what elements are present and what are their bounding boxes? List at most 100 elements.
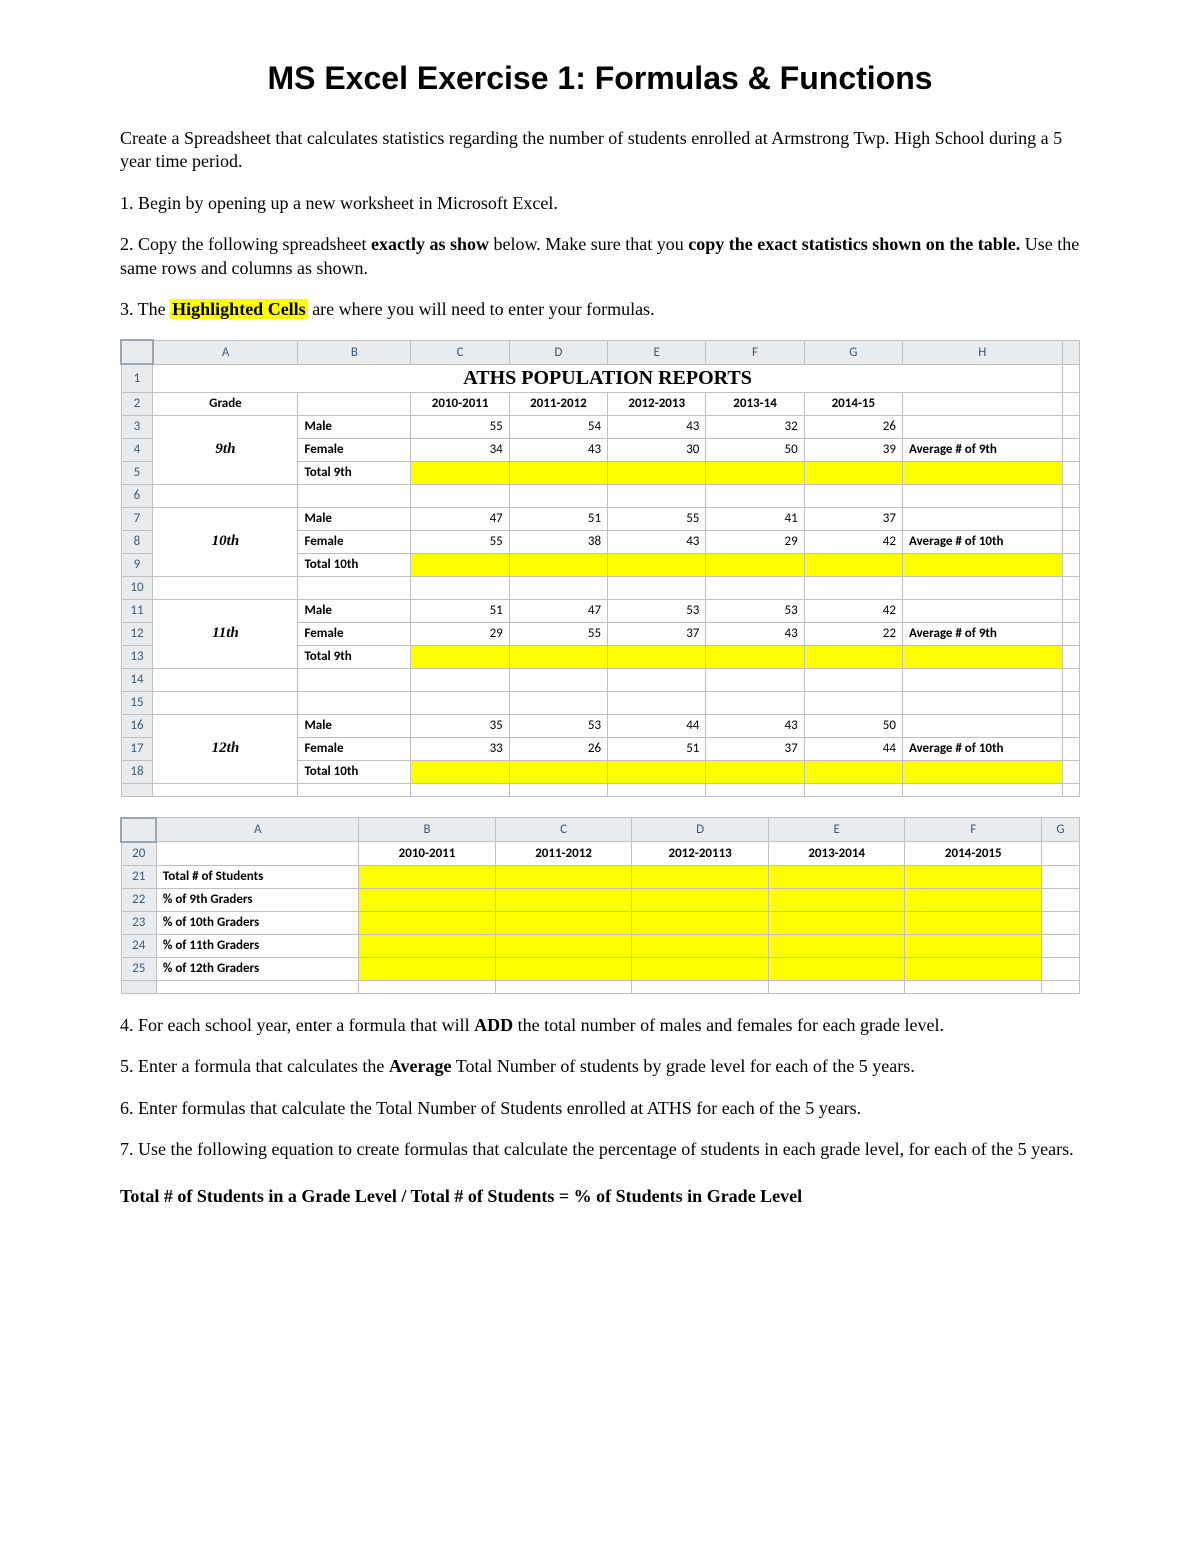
- formula-cell[interactable]: [509, 553, 607, 576]
- formula-cell[interactable]: [902, 553, 1062, 576]
- cell[interactable]: 54: [509, 415, 607, 438]
- cell[interactable]: 29: [706, 530, 804, 553]
- formula-cell[interactable]: [768, 865, 905, 888]
- formula-cell[interactable]: [706, 461, 804, 484]
- row-12-hdr[interactable]: 12: [121, 622, 153, 645]
- cell[interactable]: 42: [804, 530, 902, 553]
- t2-year-5[interactable]: 2014-2015: [905, 842, 1042, 866]
- row-14-hdr[interactable]: 14: [121, 668, 153, 691]
- female-label[interactable]: Female: [298, 622, 411, 645]
- formula-cell[interactable]: [905, 865, 1042, 888]
- cell[interactable]: 39: [804, 438, 902, 461]
- stat-label[interactable]: Total # of Students: [156, 865, 358, 888]
- male-label[interactable]: Male: [298, 599, 411, 622]
- formula-cell[interactable]: [495, 865, 632, 888]
- row-9-hdr[interactable]: 9: [121, 553, 153, 576]
- male-label[interactable]: Male: [298, 714, 411, 737]
- col-B[interactable]: B: [298, 340, 411, 364]
- t2-year-2[interactable]: 2011-2012: [495, 842, 632, 866]
- cell[interactable]: 47: [509, 599, 607, 622]
- col-C[interactable]: C: [411, 340, 509, 364]
- female-label[interactable]: Female: [298, 438, 411, 461]
- cell[interactable]: 32: [706, 415, 804, 438]
- row-partial-hdr[interactable]: [121, 980, 156, 993]
- cell[interactable]: 37: [804, 507, 902, 530]
- cell[interactable]: 44: [804, 737, 902, 760]
- cell[interactable]: 37: [608, 622, 706, 645]
- cell[interactable]: 41: [706, 507, 804, 530]
- select-all-corner-2[interactable]: [121, 818, 156, 842]
- row-1-hdr[interactable]: 1: [121, 364, 153, 392]
- cell[interactable]: 50: [804, 714, 902, 737]
- formula-cell[interactable]: [706, 760, 804, 783]
- row-11-hdr[interactable]: 11: [121, 599, 153, 622]
- formula-cell[interactable]: [768, 911, 905, 934]
- formula-cell[interactable]: [411, 461, 509, 484]
- formula-cell[interactable]: [768, 957, 905, 980]
- formula-cell[interactable]: [359, 934, 496, 957]
- formula-cell[interactable]: [905, 888, 1042, 911]
- avg-label[interactable]: Average # of 10th: [902, 530, 1062, 553]
- stat-label[interactable]: % of 12th Graders: [156, 957, 358, 980]
- formula-cell[interactable]: [411, 760, 509, 783]
- avg-label[interactable]: Average # of 9th: [902, 622, 1062, 645]
- male-label[interactable]: Male: [298, 415, 411, 438]
- row-8-hdr[interactable]: 8: [121, 530, 153, 553]
- t2-year-3[interactable]: 2012-20113: [632, 842, 769, 866]
- cell[interactable]: 53: [608, 599, 706, 622]
- col-F[interactable]: F: [706, 340, 804, 364]
- cell[interactable]: 26: [804, 415, 902, 438]
- select-all-corner[interactable]: [121, 340, 153, 364]
- formula-cell[interactable]: [632, 911, 769, 934]
- row-4-hdr[interactable]: 4: [121, 438, 153, 461]
- row-22-hdr[interactable]: 22: [121, 888, 156, 911]
- row-6-hdr[interactable]: 6: [121, 484, 153, 507]
- formula-cell[interactable]: [608, 553, 706, 576]
- formula-cell[interactable]: [411, 645, 509, 668]
- formula-cell[interactable]: [608, 461, 706, 484]
- grade-10th-label[interactable]: 10th: [153, 507, 298, 576]
- cell[interactable]: 37: [706, 737, 804, 760]
- row-3-hdr[interactable]: 3: [121, 415, 153, 438]
- formula-cell[interactable]: [608, 645, 706, 668]
- t2-col-C[interactable]: C: [495, 818, 632, 842]
- formula-cell[interactable]: [411, 553, 509, 576]
- formula-cell[interactable]: [608, 760, 706, 783]
- formula-cell[interactable]: [905, 911, 1042, 934]
- cell[interactable]: 53: [706, 599, 804, 622]
- year-col-1[interactable]: 2010-2011: [411, 392, 509, 415]
- total-label[interactable]: Total 10th: [298, 553, 411, 576]
- row-7-hdr[interactable]: 7: [121, 507, 153, 530]
- grade-header[interactable]: Grade: [153, 392, 298, 415]
- formula-cell[interactable]: [495, 911, 632, 934]
- total-label[interactable]: Total 9th: [298, 461, 411, 484]
- formula-cell[interactable]: [804, 553, 902, 576]
- row-partial-hdr[interactable]: [121, 783, 153, 796]
- row-17-hdr[interactable]: 17: [121, 737, 153, 760]
- cell[interactable]: 51: [509, 507, 607, 530]
- avg-label[interactable]: Average # of 10th: [902, 737, 1062, 760]
- row-25-hdr[interactable]: 25: [121, 957, 156, 980]
- formula-cell[interactable]: [804, 645, 902, 668]
- report-title-cell[interactable]: ATHS POPULATION REPORTS: [153, 364, 1062, 392]
- cell[interactable]: 51: [608, 737, 706, 760]
- cell[interactable]: 29: [411, 622, 509, 645]
- cell[interactable]: 53: [509, 714, 607, 737]
- t2-col-D[interactable]: D: [632, 818, 769, 842]
- total-label[interactable]: Total 9th: [298, 645, 411, 668]
- row-16-hdr[interactable]: 16: [121, 714, 153, 737]
- cell[interactable]: 55: [509, 622, 607, 645]
- avg-label[interactable]: Average # of 9th: [902, 438, 1062, 461]
- cell[interactable]: 38: [509, 530, 607, 553]
- formula-cell[interactable]: [804, 461, 902, 484]
- formula-cell[interactable]: [804, 760, 902, 783]
- cell[interactable]: 30: [608, 438, 706, 461]
- row-10-hdr[interactable]: 10: [121, 576, 153, 599]
- formula-cell[interactable]: [495, 888, 632, 911]
- cell[interactable]: 35: [411, 714, 509, 737]
- row-18-hdr[interactable]: 18: [121, 760, 153, 783]
- cell[interactable]: 26: [509, 737, 607, 760]
- row-21-hdr[interactable]: 21: [121, 865, 156, 888]
- cell[interactable]: 51: [411, 599, 509, 622]
- t2-col-B[interactable]: B: [359, 818, 496, 842]
